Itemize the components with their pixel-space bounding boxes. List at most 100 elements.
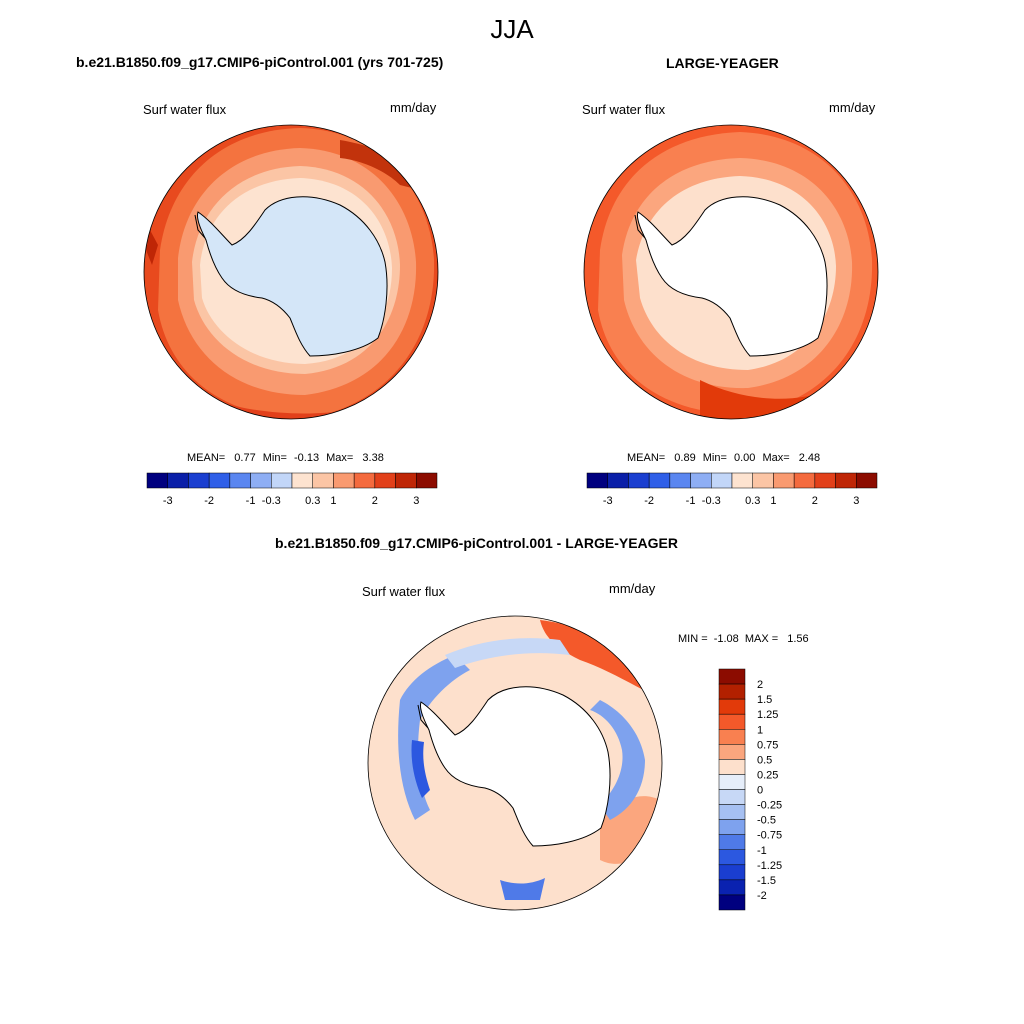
stat-mean: 0.77 [234,452,256,464]
colorbar-tick-label: -0.75 [757,830,782,842]
colorbar-box [395,472,417,489]
colorbar-box [718,713,746,730]
colorbar-box [718,864,746,881]
colorbar-box [718,849,746,866]
colorbar-box [718,744,746,760]
stat-min: -1.08 [713,633,739,645]
colorbar-tick-label: -2 [204,495,214,507]
colorbar-box [718,879,746,896]
colorbar-box [291,472,313,489]
colorbar-box [718,789,746,805]
colorbar-box [711,472,733,489]
colorbar-box [271,472,293,489]
colorbar-tick-label: -1 [757,845,767,857]
colorbar-tick-label: -1 [246,495,256,507]
colorbar-tick-label: -1.5 [757,875,776,887]
stat-min-label: Min= [702,452,727,464]
panel-1-variable: Surf water flux [143,102,227,117]
colorbar-tick-label: 1 [770,495,776,507]
colorbar-tick-label: 2 [372,495,378,507]
colorbar-tick-label: 3 [853,495,859,507]
colorbar-box [607,472,629,489]
colorbar-tick-label: -0.3 [262,495,281,507]
colorbar-box [718,668,746,685]
colorbar-tick-label: -2 [757,890,767,902]
colorbar-box [718,698,746,715]
colorbar-tick-label: -2 [644,495,654,507]
map-difference [367,615,663,911]
colorbar-box [416,472,438,489]
colorbar-box [718,729,746,745]
colorbar-box [146,472,168,489]
colorbar-box [718,683,746,700]
colorbar-tick-label: 1.25 [757,709,778,721]
stat-mean-label: MEAN= [187,452,226,464]
colorbar-box [718,834,746,850]
colorbar-box [648,472,671,489]
panel-2-variable: Surf water flux [582,102,666,117]
stat-max-label: Max= [326,452,354,464]
colorbar-box [312,472,334,489]
stat-max-label: MAX = [744,633,779,645]
colorbar-box [814,472,836,489]
colorbar-box [835,472,857,489]
colorbar-box [374,472,396,489]
colorbar-tick-label: -3 [603,495,613,507]
colorbar-tick-label: 2 [757,679,763,691]
colorbar-box [188,472,210,489]
panel-2-title: LARGE-YEAGER [666,55,779,71]
colorbar-box [586,472,608,489]
colorbar-box [718,804,746,820]
colorbar-box [773,472,795,489]
stat-max: 3.38 [362,452,384,464]
panel-3-units: mm/day [609,581,656,596]
stat-max: 2.48 [798,452,821,464]
colorbar-tick-label: -1 [686,495,696,507]
colorbar-tick-label: -0.3 [702,495,721,507]
panel-3-stats: MIN = -1.08 MAX = 1.56 [678,633,809,645]
colorbar-large-yeager: -3 -2 -1 -0.3 0.3 1 2 3 [586,472,878,507]
colorbar-box [333,472,355,489]
colorbar-box [731,472,753,489]
colorbar-tick-label: -3 [163,495,173,507]
colorbar-box [856,472,878,489]
colorbar-box [628,472,650,489]
stat-max: 1.56 [787,633,809,645]
colorbar-box [752,472,774,489]
colorbar-tick-label: -0.25 [757,800,782,812]
figure-title: JJA [490,14,534,44]
map-large-yeager [583,124,879,420]
panel-1-units: mm/day [390,100,437,115]
colorbar-model: -3 -2 -1 -0.3 0.3 1 2 3 [146,472,438,507]
colorbar-box [229,472,251,489]
colorbar-box [718,894,746,911]
map-model [143,124,439,420]
colorbar-box [250,472,272,489]
stat-mean: 0.89 [674,452,696,464]
colorbar-tick-label: 0 [757,785,763,797]
colorbar-tick-label: 0.3 [745,495,760,507]
colorbar-box [690,472,712,489]
panel-2-stats: MEAN= 0.89 Min= 0.00 Max= 2.48 [627,452,820,464]
colorbar-tick-label: 0.25 [757,769,778,781]
colorbar-tick-label: 1.5 [757,694,772,706]
colorbar-box [167,472,189,489]
colorbar-box [208,472,231,489]
colorbar-tick-label: 0.3 [305,495,320,507]
stat-min: -0.13 [293,452,320,464]
colorbar-tick-label: 1 [330,495,336,507]
colorbar-tick-label: -0.5 [757,815,776,827]
colorbar-box [718,774,746,790]
colorbar-box [718,819,746,835]
panel-2-units: mm/day [829,100,876,115]
stat-min: 0.00 [733,452,756,464]
colorbar-tick-label: 1 [757,724,763,736]
stat-min-label: MIN = [678,633,708,645]
colorbar-difference: 2 1.5 1.25 1 0.75 0.5 0.25 0 -0.25 -0.5 -0.75 -1 -1.… [718,668,782,911]
colorbar-tick-label: 3 [413,495,419,507]
colorbar-box [669,472,691,489]
panel-1-title: b.e21.B1850.f09_g17.CMIP6-piControl.001 … [76,54,444,70]
colorbar-tick-label: 2 [812,495,818,507]
colorbar-tick-label: 0.5 [757,754,772,766]
